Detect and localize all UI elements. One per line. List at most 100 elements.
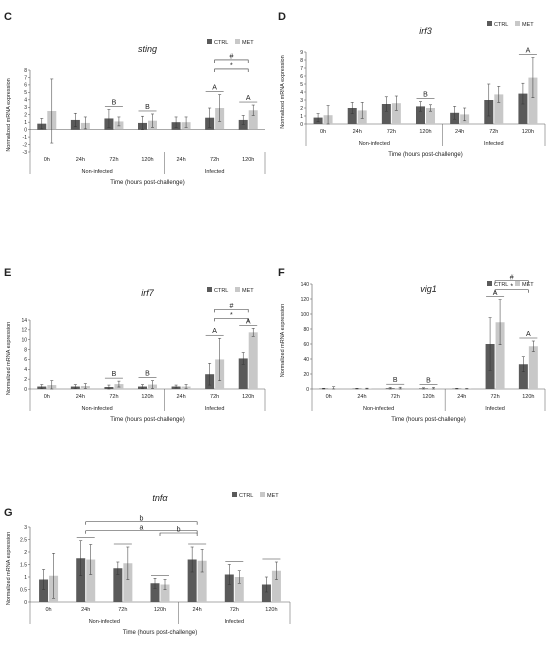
- x-tick-label: 120h: [419, 129, 431, 135]
- y-tick-label: 9: [300, 50, 303, 56]
- x-tick-label: 24h: [357, 394, 366, 400]
- y-tick-label: 100: [301, 312, 310, 318]
- panel-letter: G: [4, 507, 13, 519]
- annotation-label: A: [212, 85, 217, 92]
- y-tick-label: 0: [24, 387, 27, 393]
- y-tick-label: 6: [24, 357, 27, 363]
- legend-label-met: MET: [522, 22, 534, 28]
- bracket-label: b: [139, 515, 143, 522]
- bar-met: [528, 77, 538, 124]
- y-tick-label: 140: [301, 282, 310, 288]
- significance-bracket: [214, 309, 249, 313]
- significance-bracket: [494, 289, 529, 293]
- group-label: Non-infected: [363, 406, 394, 412]
- x-tick-label: 24h: [76, 394, 85, 400]
- y-tick-label: 20: [303, 372, 309, 378]
- annotation-label: A: [493, 290, 498, 297]
- y-tick-label: 1: [24, 120, 27, 126]
- legend-swatch-ctrl: [232, 492, 237, 497]
- y-tick-label: 7: [300, 66, 303, 72]
- legend-swatch-ctrl: [487, 281, 492, 286]
- x-tick-label: 72h: [109, 394, 118, 400]
- chart-title: irf3: [419, 26, 432, 36]
- group-label: Infected: [205, 406, 225, 412]
- bar-met: [86, 559, 96, 602]
- group-label: Non-infected: [82, 406, 113, 412]
- annotation-label: A: [246, 318, 251, 325]
- legend-swatch-met: [235, 39, 240, 44]
- y-tick-label: 8: [24, 68, 27, 74]
- annotation-label: A: [526, 48, 531, 55]
- bracket-label: #: [229, 303, 233, 310]
- x-tick-label: 24h: [455, 129, 464, 135]
- x-tick-label: 24h: [76, 157, 85, 163]
- y-tick-label: 8: [24, 347, 27, 353]
- y-tick-label: 80: [303, 327, 309, 333]
- bracket-label: #: [510, 274, 514, 281]
- y-tick-label: 3: [24, 525, 27, 531]
- bar-met: [248, 110, 258, 130]
- bar-ctrl: [113, 568, 123, 602]
- bar-ctrl: [238, 119, 248, 130]
- x-tick-label: 72h: [210, 394, 219, 400]
- x-tick-label: 72h: [210, 157, 219, 163]
- x-axis-label: Time (hours post-challenge): [110, 417, 184, 423]
- bracket-label: #: [229, 53, 233, 60]
- y-tick-label: 1.5: [20, 562, 27, 568]
- y-tick-label: -1: [23, 135, 28, 141]
- bar-met: [391, 103, 401, 124]
- bar-ctrl: [39, 579, 49, 602]
- y-tick-label: 4: [300, 90, 303, 96]
- bracket-label: *: [510, 283, 513, 290]
- bar-ctrl: [150, 583, 160, 602]
- x-tick-label: 0h: [46, 607, 52, 613]
- legend-label-ctrl: CTRL: [214, 40, 228, 46]
- y-tick-label: 0: [300, 122, 303, 128]
- x-tick-label: 0h: [44, 394, 50, 400]
- x-tick-label: 72h: [490, 394, 499, 400]
- y-tick-label: 6: [24, 83, 27, 89]
- y-axis-label: Normalized mRNA expression: [6, 322, 12, 395]
- x-axis-label: Time (hours post-challenge): [123, 630, 197, 636]
- significance-bracket: [214, 68, 249, 72]
- bar-met: [248, 332, 258, 389]
- bar-met: [234, 577, 244, 602]
- legend-label-ctrl: CTRL: [494, 22, 508, 28]
- bar-met: [528, 346, 538, 389]
- significance-bracket: [85, 530, 198, 534]
- y-tick-label: 40: [303, 357, 309, 363]
- y-axis-label: Normalized mRNA expression: [280, 304, 286, 377]
- y-axis-label: Normalized mRNA expression: [6, 532, 12, 605]
- y-tick-label: 60: [303, 342, 309, 348]
- legend-label-ctrl: CTRL: [239, 493, 253, 499]
- y-tick-label: 2: [24, 377, 27, 383]
- y-tick-label: 3: [24, 105, 27, 111]
- bracket-label: *: [230, 312, 233, 319]
- x-tick-label: 72h: [109, 157, 118, 163]
- y-tick-label: 1: [300, 114, 303, 120]
- x-tick-label: 24h: [193, 607, 202, 613]
- group-label: Infected: [484, 141, 504, 147]
- annotation-label: B: [112, 100, 117, 107]
- group-label: Non-infected: [359, 141, 390, 147]
- bar-ctrl: [518, 364, 528, 389]
- legend-swatch-ctrl: [207, 39, 212, 44]
- legend-label-ctrl: CTRL: [214, 288, 228, 294]
- significance-bracket: [214, 318, 249, 322]
- x-axis-label: Time (hours post-challenge): [388, 152, 462, 158]
- y-tick-label: 4: [24, 98, 27, 104]
- y-tick-label: 7: [24, 75, 27, 81]
- y-tick-label: 6: [300, 74, 303, 80]
- bar-ctrl: [347, 108, 357, 124]
- panel-letter: D: [278, 11, 286, 23]
- x-axis-label: Time (hours post-challenge): [110, 180, 184, 186]
- x-tick-label: 120h: [522, 129, 534, 135]
- y-tick-label: 1: [24, 575, 27, 581]
- y-tick-label: 3: [300, 98, 303, 104]
- annotation-label: B: [423, 92, 428, 99]
- annotation-label: B: [145, 371, 150, 378]
- x-tick-label: 120h: [154, 607, 166, 613]
